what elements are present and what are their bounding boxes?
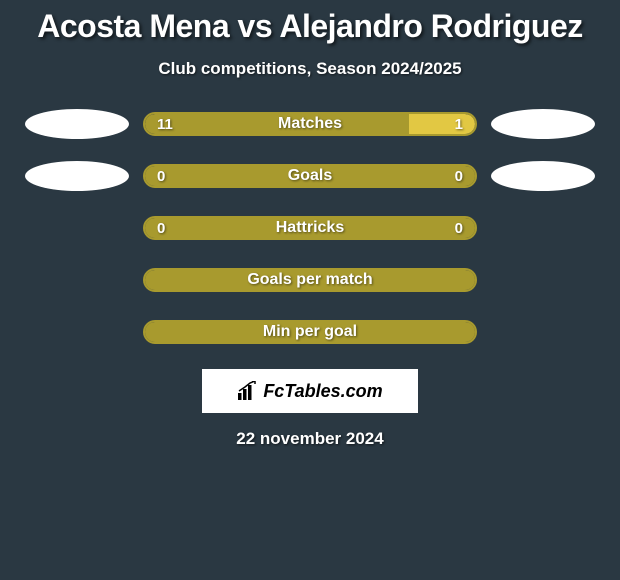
flag-right <box>491 109 595 139</box>
brand-label: FcTables.com <box>263 381 382 402</box>
stat-label: Goals per match <box>145 271 475 289</box>
chart-icon <box>237 381 259 401</box>
stat-row: 00Hattricks <box>0 213 620 243</box>
stats-rows: 111Matches 00Goals 00Hattricks Goals per ma… <box>0 109 620 347</box>
flag-left <box>25 109 129 139</box>
stat-row: Goals per match <box>0 265 620 295</box>
stat-bar: Goals per match <box>143 268 477 292</box>
brand-badge: FcTables.com <box>202 369 418 413</box>
flag-left <box>25 161 129 191</box>
comparison-panel: Acosta Mena vs Alejandro Rodriguez Club … <box>0 0 620 449</box>
flag-right <box>491 161 595 191</box>
stat-bar: 00Hattricks <box>143 216 477 240</box>
stat-label: Min per goal <box>145 323 475 341</box>
date-label: 22 november 2024 <box>0 429 620 449</box>
stat-bar: 111Matches <box>143 112 477 136</box>
stat-row: Min per goal <box>0 317 620 347</box>
stat-label: Goals <box>145 167 475 185</box>
stat-bar: 00Goals <box>143 164 477 188</box>
stat-row: 00Goals <box>0 161 620 191</box>
stat-row: 111Matches <box>0 109 620 139</box>
page-title: Acosta Mena vs Alejandro Rodriguez <box>0 8 620 45</box>
stat-label: Matches <box>145 115 475 133</box>
stat-bar: Min per goal <box>143 320 477 344</box>
subtitle: Club competitions, Season 2024/2025 <box>0 59 620 79</box>
stat-label: Hattricks <box>145 219 475 237</box>
